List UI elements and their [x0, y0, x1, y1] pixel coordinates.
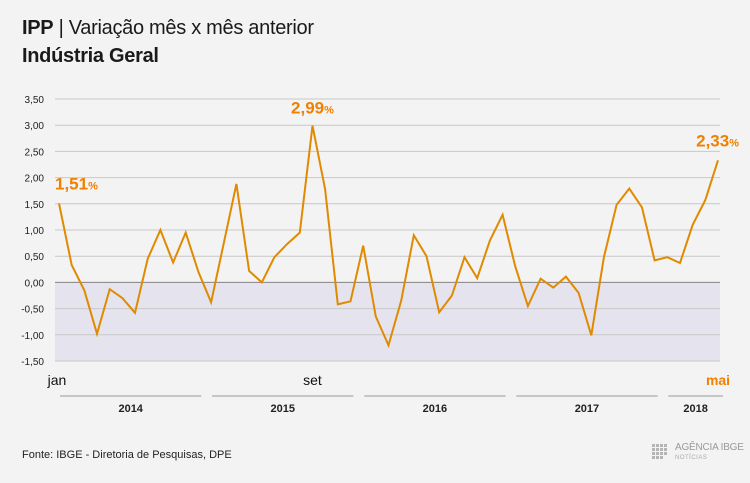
annotation-value: 2,99	[291, 99, 324, 118]
title-bold: IPP	[22, 17, 54, 39]
y-tick-label: 2,00	[25, 174, 45, 185]
chart-title: IPP | Variação mês x mês anterior	[22, 16, 314, 40]
logo-sub-text: NOTÍCIAS	[675, 455, 708, 461]
negative-band	[55, 282, 720, 361]
month-label: mai	[706, 372, 730, 388]
series-line	[58, 125, 719, 349]
value-annotation: 2,99%	[291, 99, 334, 118]
y-tick-label: 0,50	[25, 252, 45, 263]
value-annotation: 2,33%	[696, 131, 739, 150]
month-label: jan	[47, 372, 67, 388]
y-tick-label: -0,50	[21, 305, 44, 316]
agencia-ibge-logo: AGÊNCIA IBGE NOTÍCIAS	[650, 440, 745, 468]
title-rest: | Variação mês x mês anterior	[53, 17, 314, 39]
y-tick-label: 0,00	[25, 278, 45, 289]
logo-main-text: AGÊNCIA IBGE	[675, 442, 744, 453]
annotation-unit: %	[324, 105, 334, 117]
chart-subtitle: Indústria Geral	[22, 45, 159, 67]
value-annotation: 1,51%	[55, 174, 98, 193]
year-label: 2015	[271, 403, 295, 415]
annotation-value: 2,33	[696, 131, 729, 150]
ibge-logo-icon	[652, 444, 667, 459]
y-tick-label: 1,00	[25, 226, 45, 237]
y-tick-label: -1,00	[21, 331, 44, 342]
y-tick-label: 1,50	[25, 200, 45, 211]
year-label: 2017	[575, 403, 599, 415]
year-label: 2014	[118, 403, 143, 415]
title-block: IPP | Variação mês x mês anterior Indúst…	[22, 16, 314, 68]
line-chart: 3,50 3,00 2,50 2,00 1,50 1,00 0,50 0,00 -0,50 -1,…	[21, 95, 739, 415]
y-tick-label: 3,00	[25, 121, 45, 132]
source-note: Fonte: IBGE - Diretoria de Pesquisas, DP…	[22, 449, 232, 461]
y-tick-label: 3,50	[25, 95, 45, 106]
year-label: 2018	[683, 403, 707, 415]
y-tick-label: -1,50	[21, 357, 44, 368]
annotation-unit: %	[729, 137, 739, 149]
annotation-unit: %	[88, 180, 98, 192]
y-tick-label: 2,50	[25, 147, 45, 158]
year-label: 2016	[423, 403, 447, 415]
month-label: set	[303, 372, 322, 388]
annotation-value: 1,51	[55, 174, 88, 193]
